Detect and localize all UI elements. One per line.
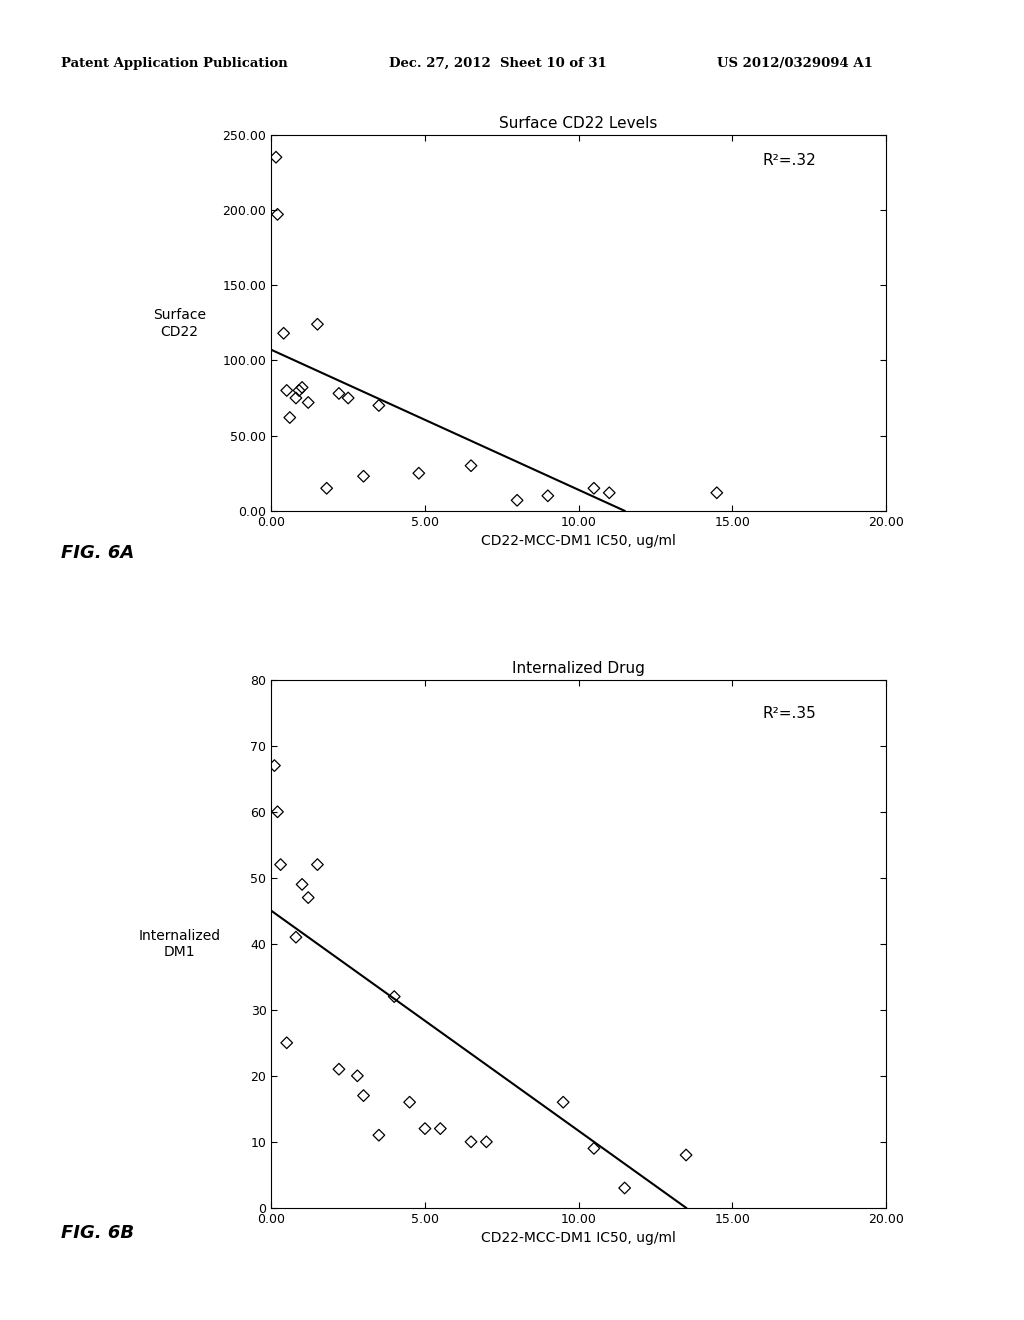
Point	[411, 463, 427, 484]
Point	[509, 490, 525, 511]
Point	[272, 854, 289, 875]
Point	[275, 322, 292, 343]
Point	[355, 466, 372, 487]
Point	[463, 455, 479, 477]
Point	[279, 380, 295, 401]
Text: FIG. 6A: FIG. 6A	[61, 544, 135, 562]
Point	[279, 1032, 295, 1053]
Point	[678, 1144, 694, 1166]
Point	[331, 1059, 347, 1080]
Point	[294, 874, 310, 895]
Text: Surface
CD22: Surface CD22	[153, 309, 206, 338]
Point	[386, 986, 402, 1007]
Point	[269, 203, 286, 224]
Point	[540, 486, 556, 507]
X-axis label: CD22-MCC-DM1 IC50, ug/ml: CD22-MCC-DM1 IC50, ug/ml	[481, 1232, 676, 1245]
Point	[601, 482, 617, 503]
Title: Surface CD22 Levels: Surface CD22 Levels	[500, 116, 657, 131]
Title: Internalized Drug: Internalized Drug	[512, 661, 645, 676]
Text: FIG. 6B: FIG. 6B	[61, 1224, 134, 1242]
Point	[349, 1065, 366, 1086]
Text: R²=.35: R²=.35	[763, 706, 816, 721]
Point	[266, 755, 283, 776]
Point	[417, 1118, 433, 1139]
Text: Dec. 27, 2012  Sheet 10 of 31: Dec. 27, 2012 Sheet 10 of 31	[389, 57, 607, 70]
Text: Internalized
DM1: Internalized DM1	[138, 929, 220, 958]
Point	[300, 392, 316, 413]
Point	[291, 380, 307, 401]
Point	[309, 314, 326, 335]
Point	[371, 1125, 387, 1146]
Point	[463, 1131, 479, 1152]
Point	[401, 1092, 418, 1113]
Point	[355, 1085, 372, 1106]
Point	[268, 147, 285, 168]
Point	[432, 1118, 449, 1139]
Point	[288, 927, 304, 948]
Text: US 2012/0329094 A1: US 2012/0329094 A1	[717, 57, 872, 70]
Point	[269, 801, 286, 822]
Point	[555, 1092, 571, 1113]
X-axis label: CD22-MCC-DM1 IC50, ug/ml: CD22-MCC-DM1 IC50, ug/ml	[481, 535, 676, 548]
Point	[616, 1177, 633, 1199]
Point	[294, 378, 310, 399]
Point	[318, 478, 335, 499]
Point	[586, 1138, 602, 1159]
Point	[288, 388, 304, 409]
Point	[300, 887, 316, 908]
Point	[340, 388, 356, 409]
Point	[709, 482, 725, 503]
Point	[282, 407, 298, 428]
Point	[478, 1131, 495, 1152]
Text: R²=.32: R²=.32	[763, 153, 816, 169]
Text: Patent Application Publication: Patent Application Publication	[61, 57, 288, 70]
Point	[309, 854, 326, 875]
Point	[586, 478, 602, 499]
Point	[331, 383, 347, 404]
Point	[371, 395, 387, 416]
